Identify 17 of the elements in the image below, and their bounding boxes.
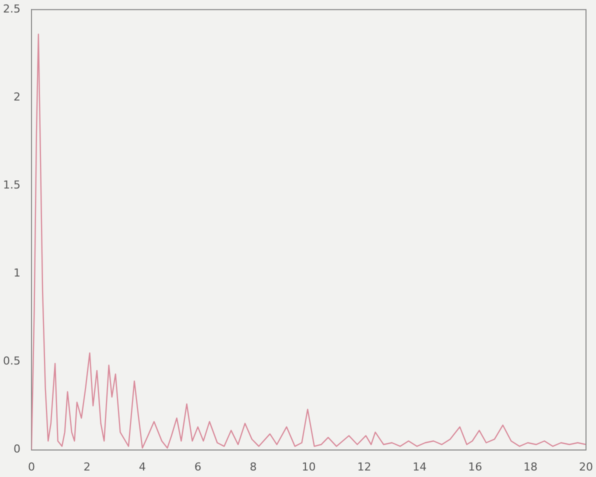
x-tick-label: 14 (412, 460, 427, 474)
x-tick-label: 20 (579, 460, 593, 474)
x-tick-label: 2 (83, 460, 90, 474)
y-tick-label: 2.5 (2, 2, 20, 16)
y-tick-label: 2 (13, 90, 20, 104)
x-tick-label: 8 (250, 460, 257, 474)
y-tick-label: 1 (13, 266, 20, 280)
x-tick-label: 6 (194, 460, 202, 474)
x-tick-label: 12 (357, 460, 372, 474)
x-tick-label: 18 (524, 460, 538, 474)
y-tick-label: 0 (13, 442, 20, 456)
y-tick-label: 1.5 (2, 178, 20, 192)
x-tick-label: 10 (302, 460, 316, 474)
x-tick-label: 0 (28, 460, 35, 474)
x-tick-label: 4 (138, 460, 146, 474)
x-tick-label: 16 (468, 460, 482, 474)
y-tick-label: 0.5 (2, 354, 20, 368)
